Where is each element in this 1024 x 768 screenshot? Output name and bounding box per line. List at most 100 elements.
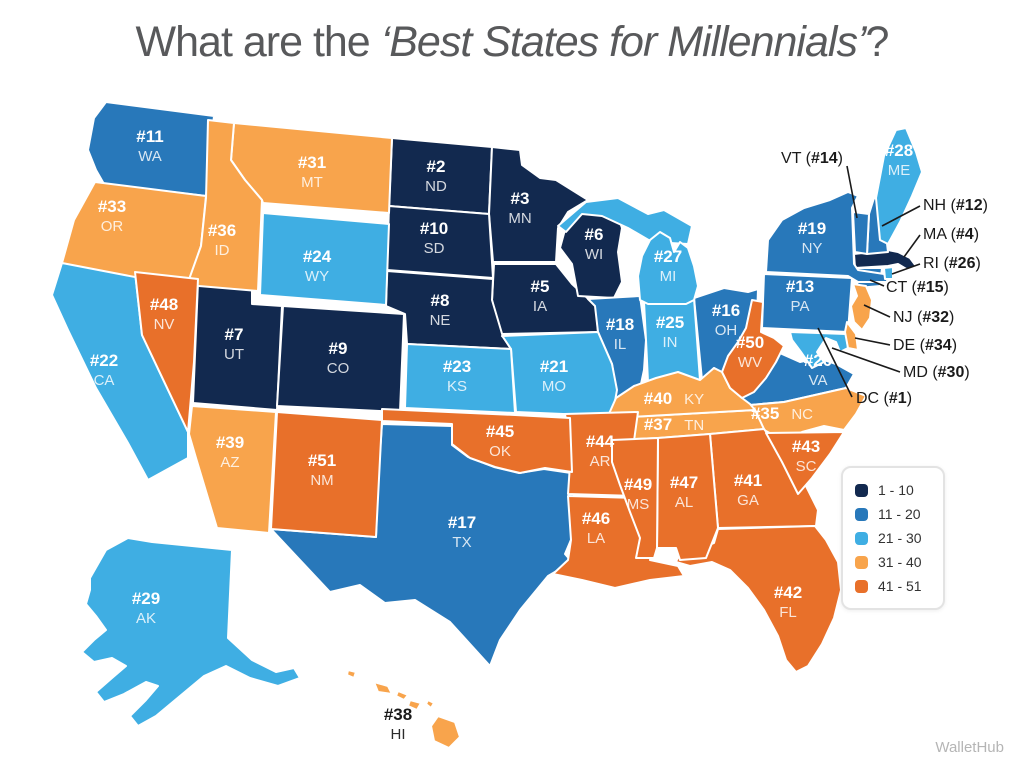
legend-label-5: 41 - 51 bbox=[878, 578, 922, 594]
state-rank-ne: #8 bbox=[431, 291, 450, 310]
callout-line-nh bbox=[881, 205, 921, 227]
state-de[interactable] bbox=[844, 321, 859, 351]
callout-line-de bbox=[854, 337, 891, 346]
state-abbr-me: ME bbox=[888, 162, 911, 179]
state-rank-hi: #38 bbox=[384, 705, 412, 724]
state-ky[interactable] bbox=[607, 367, 756, 419]
callout-line-ma bbox=[903, 234, 921, 258]
state-vt[interactable] bbox=[852, 211, 870, 255]
state-rank-ia: #5 bbox=[531, 277, 550, 296]
state-wy[interactable] bbox=[259, 212, 390, 306]
state-rank-mi: #27 bbox=[654, 247, 682, 266]
state-ne[interactable] bbox=[385, 270, 512, 350]
state-rank-ak: #29 bbox=[132, 589, 160, 608]
state-abbr-ak: AK bbox=[136, 610, 156, 627]
state-hi[interactable] bbox=[407, 699, 422, 711]
page-title: What are the ‘Best States for Millennial… bbox=[135, 18, 890, 66]
state-rank-ny: #19 bbox=[798, 219, 826, 238]
state-abbr-ca: CA bbox=[94, 372, 115, 389]
callout-label-ri: RI (#26) bbox=[923, 255, 981, 272]
state-abbr-la: LA bbox=[587, 530, 605, 547]
state-wv[interactable] bbox=[721, 299, 785, 399]
state-rank-sc: #43 bbox=[792, 437, 820, 456]
state-abbr-hi: HI bbox=[391, 726, 406, 743]
state-rank-nv: #48 bbox=[150, 295, 178, 314]
state-rank-ca: #22 bbox=[90, 351, 118, 370]
credit: WalletHub bbox=[935, 739, 1004, 756]
state-rank-az: #39 bbox=[216, 433, 244, 452]
callout-label-ct: CT (#15) bbox=[886, 279, 949, 296]
state-abbr-wv: WV bbox=[738, 354, 762, 371]
state-rank-ms: #49 bbox=[624, 475, 652, 494]
state-ms[interactable] bbox=[611, 437, 659, 559]
state-abbr-sc: SC bbox=[796, 458, 817, 475]
state-me[interactable] bbox=[875, 127, 923, 245]
callout-label-ma: MA (#4) bbox=[923, 226, 979, 243]
state-hi[interactable] bbox=[395, 690, 409, 701]
state-rank-ga: #41 bbox=[734, 471, 762, 490]
callout-line-nj bbox=[863, 304, 891, 318]
state-rank-ok: #45 bbox=[486, 422, 514, 441]
state-abbr-id: ID bbox=[215, 242, 230, 259]
state-nd[interactable] bbox=[388, 137, 493, 215]
state-al[interactable] bbox=[656, 433, 719, 561]
state-hi[interactable] bbox=[346, 669, 357, 679]
state-abbr-ny: NY bbox=[802, 240, 823, 257]
state-ny[interactable] bbox=[765, 191, 889, 283]
state-abbr-ut: UT bbox=[224, 346, 244, 363]
state-abbr-ne: NE bbox=[430, 312, 451, 329]
state-hi[interactable] bbox=[425, 699, 435, 709]
state-rank-il: #18 bbox=[606, 315, 634, 334]
state-nm[interactable] bbox=[270, 411, 383, 538]
state-abbr-ga: GA bbox=[737, 492, 759, 509]
state-abbr-nv: NV bbox=[154, 316, 175, 333]
state-abbr-ar: AR bbox=[590, 453, 611, 470]
callout-line-ri bbox=[891, 263, 921, 275]
state-abbr-ks: KS bbox=[447, 378, 467, 395]
state-rank-or: #33 bbox=[98, 197, 126, 216]
state-rank-wa: #11 bbox=[136, 127, 163, 146]
callout-line-dc bbox=[817, 327, 853, 398]
state-abbr-ia: IA bbox=[533, 298, 547, 315]
state-mi[interactable] bbox=[637, 231, 699, 305]
state-sc[interactable] bbox=[765, 431, 845, 495]
state-co[interactable] bbox=[276, 305, 405, 413]
state-abbr-il: IL bbox=[614, 336, 627, 353]
state-ri[interactable] bbox=[883, 266, 894, 280]
state-nj[interactable] bbox=[850, 283, 873, 331]
state-id[interactable] bbox=[186, 119, 263, 292]
state-label-nc: #35 NC bbox=[751, 404, 813, 423]
state-nv[interactable] bbox=[134, 271, 199, 433]
state-abbr-wa: WA bbox=[138, 148, 162, 165]
callout-line-md bbox=[831, 347, 901, 373]
legend: 1 - 10 11 - 20 21 - 30 31 - 40 41 - 51 bbox=[841, 466, 945, 610]
state-rank-ut: #7 bbox=[225, 325, 244, 344]
callout-line-ct bbox=[869, 279, 885, 287]
legend-label-2: 11 - 20 bbox=[878, 506, 921, 522]
state-abbr-fl: FL bbox=[779, 604, 797, 621]
legend-label-3: 21 - 30 bbox=[878, 530, 922, 546]
legend-swatch-3 bbox=[855, 531, 868, 545]
state-ok[interactable] bbox=[381, 408, 573, 474]
state-abbr-tx: TX bbox=[452, 534, 471, 551]
legend-swatch-2 bbox=[855, 507, 868, 521]
legend-item-11-20: 11 - 20 bbox=[855, 502, 931, 526]
state-abbr-oh: OH bbox=[715, 322, 738, 339]
state-ak[interactable] bbox=[81, 537, 301, 727]
state-rank-in: #25 bbox=[656, 313, 684, 332]
state-abbr-pa: PA bbox=[791, 298, 810, 315]
state-hi[interactable] bbox=[373, 681, 393, 695]
callout-line-vt bbox=[846, 165, 858, 219]
state-abbr-nd: ND bbox=[425, 178, 447, 195]
state-ks[interactable] bbox=[404, 343, 516, 414]
state-abbr-co: CO bbox=[327, 360, 350, 377]
legend-swatch-5 bbox=[855, 579, 868, 593]
state-rank-ar: #44 bbox=[586, 432, 615, 451]
state-rank-mt: #31 bbox=[298, 153, 326, 172]
state-abbr-mi: MI bbox=[660, 268, 677, 285]
state-hi[interactable] bbox=[430, 715, 461, 749]
state-rank-al: #47 bbox=[670, 473, 698, 492]
state-rank-me: #28 bbox=[885, 141, 913, 160]
callout-label-nh: NH (#12) bbox=[923, 197, 988, 214]
